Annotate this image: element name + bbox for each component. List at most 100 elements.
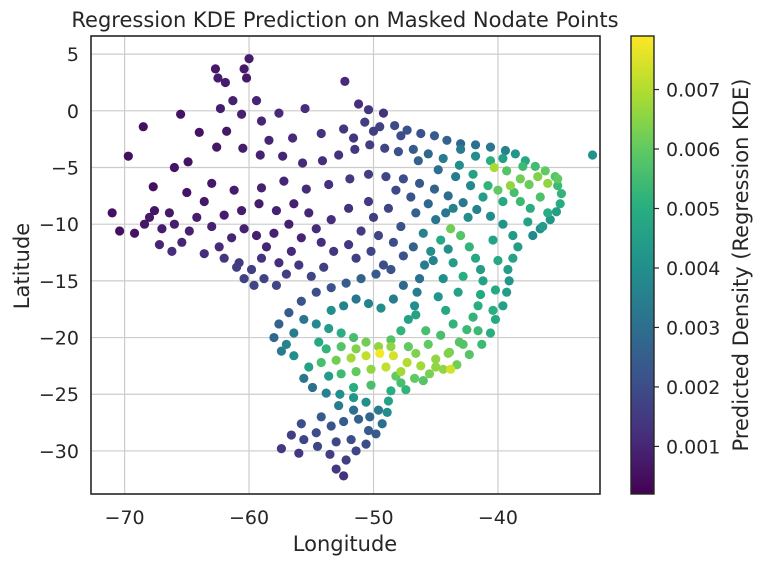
x-tick-label: −50 [353, 507, 393, 529]
data-point [331, 464, 341, 474]
data-point [335, 389, 345, 399]
data-point [361, 397, 371, 407]
y-axis-label: Latitude [10, 223, 34, 309]
data-point [398, 174, 408, 184]
data-point [222, 126, 232, 136]
data-point [456, 144, 466, 154]
data-point [241, 73, 252, 83]
data-point [488, 235, 498, 245]
data-point [363, 105, 374, 115]
data-point [317, 156, 328, 166]
data-point [324, 179, 334, 190]
data-point [406, 192, 416, 202]
data-point [304, 208, 314, 218]
data-point [398, 280, 408, 291]
y-tick-label: 0 [67, 101, 79, 123]
data-point [386, 264, 396, 275]
data-point [220, 77, 231, 88]
data-point [371, 269, 381, 279]
data-point [301, 184, 311, 194]
data-point [538, 221, 548, 232]
data-point [438, 364, 448, 374]
data-point [443, 244, 453, 254]
data-point [383, 203, 394, 213]
data-point [286, 430, 296, 440]
data-point [483, 181, 493, 191]
data-point [423, 199, 433, 209]
y-axis-ticks: 5 0 −5 −10 −15 −20 −25 −30 [39, 44, 79, 463]
data-point [256, 116, 267, 126]
data-point [281, 339, 291, 349]
colorbar-tick-label: 0.001 [666, 436, 720, 458]
data-point [490, 285, 501, 295]
data-point [321, 388, 331, 398]
data-point [249, 280, 259, 291]
data-point [269, 228, 279, 238]
data-point [348, 133, 359, 143]
data-point [498, 196, 508, 207]
data-point [464, 242, 474, 252]
data-point [139, 219, 150, 229]
data-point [409, 301, 420, 311]
data-point [412, 287, 422, 297]
data-point [296, 233, 306, 243]
data-point [363, 169, 374, 179]
data-point [176, 109, 186, 119]
data-point [414, 178, 425, 188]
colorbar-tick-label: 0.003 [666, 317, 720, 339]
data-point [448, 319, 458, 329]
data-point [107, 208, 117, 218]
data-point [236, 205, 247, 216]
data-point [340, 76, 350, 86]
data-point [274, 258, 284, 268]
data-point [533, 171, 543, 182]
data-point [424, 369, 435, 379]
data-point [351, 366, 361, 377]
y-tick-label: −30 [39, 441, 79, 463]
scatter-points [107, 54, 598, 481]
data-point [470, 253, 481, 263]
data-point [239, 64, 249, 74]
data-point [443, 348, 453, 359]
data-point [331, 437, 341, 447]
data-point [498, 153, 508, 164]
data-point [428, 255, 438, 266]
data-point [360, 117, 370, 127]
data-point [383, 396, 394, 406]
data-point [259, 274, 269, 284]
data-point [503, 264, 513, 275]
data-point [244, 54, 254, 64]
data-point [504, 276, 514, 286]
data-point [363, 298, 374, 309]
data-point [543, 208, 553, 218]
data-point [326, 215, 336, 225]
data-point [456, 230, 466, 241]
data-point [402, 357, 412, 368]
x-tick-label: −70 [105, 507, 145, 529]
data-point [436, 235, 446, 245]
data-point [386, 386, 396, 396]
data-point [446, 224, 456, 234]
data-point [378, 260, 389, 270]
colorbar-tick-label: 0.005 [666, 198, 720, 220]
data-point [436, 330, 446, 340]
data-point [210, 64, 221, 74]
data-point [458, 198, 468, 208]
data-point [169, 219, 179, 229]
data-point [311, 319, 321, 329]
data-point [344, 203, 354, 213]
data-point [556, 188, 567, 199]
data-point [498, 219, 508, 229]
data-point [540, 166, 550, 176]
data-point [316, 357, 326, 368]
data-point [299, 373, 309, 383]
data-point [411, 208, 421, 218]
data-point [238, 143, 248, 153]
y-tick-label: −15 [39, 271, 79, 293]
data-point [510, 149, 520, 159]
data-point [388, 351, 399, 361]
colorbar-tick-label: 0.006 [666, 139, 720, 161]
data-point [366, 380, 376, 390]
data-point [464, 349, 474, 360]
y-tick-label: −25 [39, 384, 79, 406]
